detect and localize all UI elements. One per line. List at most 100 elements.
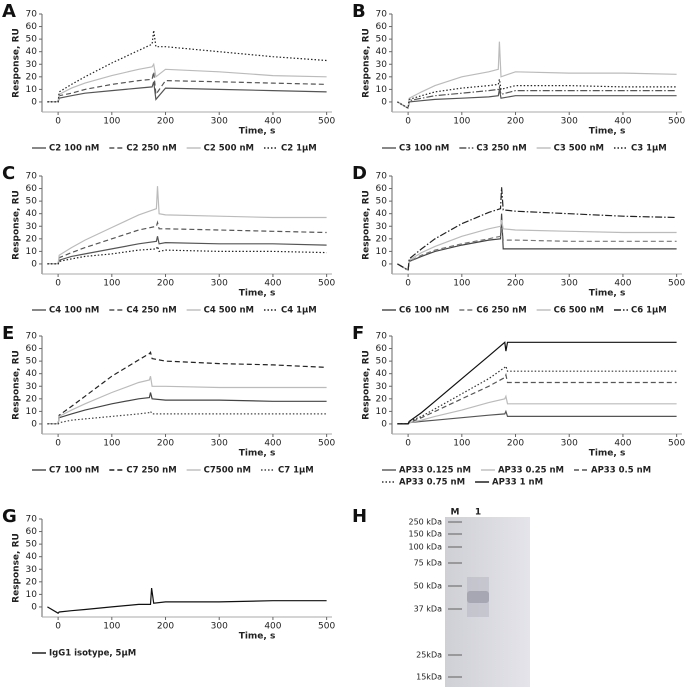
marker-label: 50 kDa [414,582,443,591]
y-tick-label: 20 [26,394,38,404]
x-tick-label: 200 [157,279,174,289]
legend-item: AP33 0.5 nM [574,466,651,476]
legend-label: C6 500 nM [554,306,604,316]
x-tick-label: 0 [55,439,61,449]
x-axis-label: Time, s [589,449,626,459]
x-tick-label: 500 [318,439,335,449]
y-axis-label: Response, RU [12,190,22,260]
legend-item: C3 500 nM [536,144,604,154]
y-tick-label: 10 [26,85,38,95]
legend-item: AP33 0.125 nM [382,466,471,476]
y-tick-label: 30 [26,60,38,70]
y-tick-label: 30 [376,382,388,392]
y-tick-label: 30 [376,60,388,70]
x-tick-label: 500 [668,279,685,289]
x-tick-label: 0 [405,279,411,289]
y-tick-label: 0 [381,97,387,107]
y-tick-label: 20 [26,234,38,244]
y-tick-label: 60 [26,184,38,194]
series-line [397,365,677,425]
y-tick-label: 30 [26,382,38,392]
y-axis-label: Response, RU [362,350,372,420]
x-tick-label: 300 [561,279,578,289]
legend-label: C7500 nM [204,466,251,476]
legend-label: C6 250 nM [476,306,526,316]
legend-item: AP33 0.25 nM [480,466,564,476]
y-tick-label: 10 [26,247,38,257]
marker-label: 25kDa [416,651,442,660]
panel-1: B 0 10 20 30 40 50 60 70 0 100 200 300 400 500 Time, s R… [352,1,685,154]
legend-item: C3 1µM [613,144,667,154]
lane-label: 1 [475,508,481,518]
series-line [47,376,327,425]
panel-letter: D [352,163,367,184]
panel-letter: C [2,163,15,184]
legend-item: C2 250 nM [109,144,177,154]
series-line [397,341,677,425]
y-tick-label: 20 [26,577,38,587]
x-tick-label: 300 [211,117,228,127]
legend-item: C7 100 nM [32,466,99,476]
legend-item: C6 100 nM [382,306,449,316]
y-tick-label: 60 [26,22,38,32]
y-tick-label: 0 [31,602,37,612]
y-tick-label: 50 [376,357,388,367]
x-axis-label: Time, s [239,127,276,137]
legend-item: C6 1µM [613,306,667,316]
x-tick-label: 500 [318,622,335,632]
legend-label: C3 1µM [631,144,667,154]
marker-label: 100 kDa [408,543,442,552]
legend-label: C4 1µM [281,306,317,316]
x-axis-label: Time, s [239,289,276,299]
panel-letter: G [2,506,17,527]
y-tick-label: 10 [26,590,38,600]
x-tick-label: 100 [103,622,120,632]
x-tick-label: 500 [668,439,685,449]
series-line [47,410,327,425]
y-tick-label: 70 [376,10,388,20]
series-line [47,244,327,265]
y-axis-label: Response, RU [12,350,22,420]
series-line [47,30,327,103]
y-tick-label: 20 [376,394,388,404]
x-tick-label: 100 [453,439,470,449]
y-tick-label: 0 [381,419,387,429]
y-tick-label: 10 [376,247,388,257]
legend-item: C6 250 nM [459,306,527,316]
x-tick-label: 400 [264,439,281,449]
x-axis-label: Time, s [239,449,276,459]
y-tick-label: 50 [376,197,388,207]
y-tick-label: 60 [376,22,388,32]
y-axis-label: Response, RU [362,28,372,98]
legend-label: C3 500 nM [554,144,604,154]
y-tick-label: 70 [26,332,38,342]
legend-item: C2 1µM [263,144,317,154]
series-line [397,41,677,110]
marker-label: 37 kDa [414,605,443,614]
marker-label: 75 kDa [414,559,443,568]
panel-letter: E [2,323,14,344]
x-tick-label: 300 [561,439,578,449]
legend-item: C4 100 nM [32,306,99,316]
series-line [47,186,327,265]
legend-label: C6 100 nM [399,306,449,316]
x-tick-label: 100 [453,279,470,289]
x-tick-label: 0 [55,622,61,632]
legend-label: AP33 0.5 nM [591,466,651,476]
x-tick-label: 200 [507,279,524,289]
x-tick-label: 100 [103,439,120,449]
marker-label: 250 kDa [408,518,442,527]
panel-2: C 0 10 20 30 40 50 60 70 0 100 200 300 400 500 Time, s R… [2,163,335,316]
legend-label: AP33 1 nM [492,478,543,488]
y-tick-label: 30 [26,222,38,232]
panel-6: G 0 10 20 30 40 50 60 70 0 100 200 300 400 500 Time, s R… [2,506,335,659]
legend-item: C7500 nM [186,466,251,476]
series-line [47,588,327,614]
panel-letter: B [352,1,366,22]
legend-item: C7 250 nM [109,466,177,476]
x-tick-label: 0 [55,117,61,127]
series-line [47,71,327,103]
x-axis-label: Time, s [589,127,626,137]
y-tick-label: 10 [376,85,388,95]
